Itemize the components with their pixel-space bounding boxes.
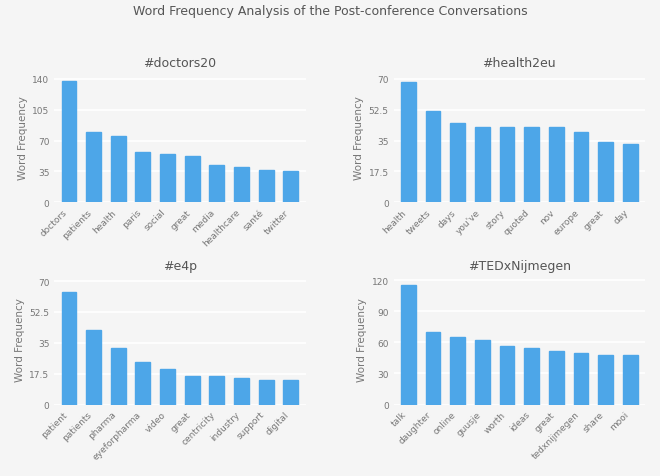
Bar [259,170,273,203]
Bar [86,331,101,405]
Bar [135,362,150,405]
Bar [61,292,77,405]
Bar [401,286,416,405]
Bar [450,337,465,405]
Title: #doctors20: #doctors20 [143,57,216,70]
Y-axis label: Word Frequency: Word Frequency [18,96,28,179]
Bar [86,132,101,203]
Bar [475,127,490,203]
Bar [283,172,298,203]
Bar [160,369,175,405]
Bar [185,157,199,203]
Y-axis label: Word Frequency: Word Frequency [358,298,368,381]
Bar [623,355,638,405]
Bar [524,127,539,203]
Bar [209,377,224,405]
Bar [598,355,613,405]
Bar [549,127,564,203]
Y-axis label: Word Frequency: Word Frequency [15,298,25,381]
Bar [259,380,273,405]
Bar [500,127,514,203]
Bar [401,83,416,203]
Bar [450,124,465,203]
Bar [234,168,249,203]
Bar [111,348,125,405]
Bar [209,166,224,203]
Title: #TEDxNijmegen: #TEDxNijmegen [468,259,571,272]
Bar [475,341,490,405]
Bar [283,380,298,405]
Bar [160,155,175,203]
Bar [574,353,588,405]
Bar [135,153,150,203]
Bar [426,111,440,203]
Bar [549,351,564,405]
Text: Word Frequency Analysis of the Post-conference Conversations: Word Frequency Analysis of the Post-conf… [133,5,527,18]
Title: #e4p: #e4p [163,259,197,272]
Bar [111,137,125,203]
Y-axis label: Word Frequency: Word Frequency [354,96,364,179]
Bar [574,132,588,203]
Bar [524,348,539,405]
Bar [185,377,199,405]
Bar [623,145,638,203]
Bar [61,81,77,203]
Bar [234,378,249,405]
Title: #health2eu: #health2eu [482,57,556,70]
Bar [598,143,613,203]
Bar [500,346,514,405]
Bar [426,332,440,405]
